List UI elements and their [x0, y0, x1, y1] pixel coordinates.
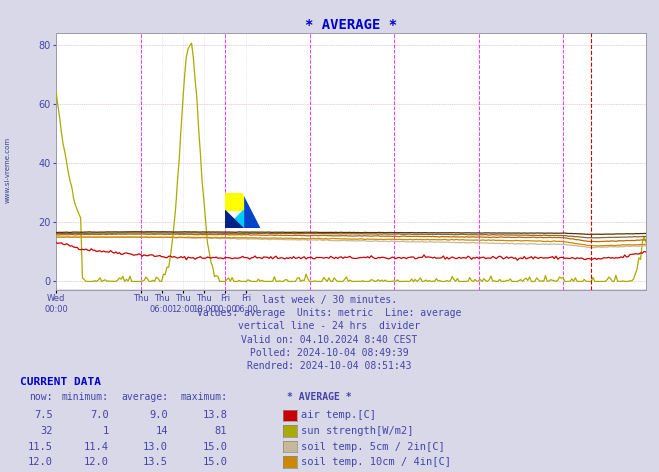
- Polygon shape: [225, 211, 243, 228]
- Text: 7.0: 7.0: [90, 410, 109, 421]
- Text: last week / 30 minutes.: last week / 30 minutes.: [262, 295, 397, 305]
- Text: maximum:: maximum:: [181, 392, 227, 402]
- Polygon shape: [243, 193, 261, 228]
- Text: 81: 81: [215, 426, 227, 436]
- Bar: [225, 193, 243, 211]
- Text: 13.0: 13.0: [143, 441, 168, 452]
- Text: 9.0: 9.0: [150, 410, 168, 421]
- Text: 14: 14: [156, 426, 168, 436]
- Text: 7.5: 7.5: [34, 410, 53, 421]
- Text: soil temp. 5cm / 2in[C]: soil temp. 5cm / 2in[C]: [301, 441, 445, 452]
- Bar: [243, 193, 261, 228]
- Title: * AVERAGE *: * AVERAGE *: [305, 18, 397, 32]
- Text: 32: 32: [40, 426, 53, 436]
- Text: 1: 1: [103, 426, 109, 436]
- Text: soil temp. 10cm / 4in[C]: soil temp. 10cm / 4in[C]: [301, 457, 451, 467]
- Text: www.si-vreme.com: www.si-vreme.com: [5, 137, 11, 203]
- Text: 13.5: 13.5: [143, 457, 168, 467]
- Text: average:: average:: [121, 392, 168, 402]
- Text: 11.4: 11.4: [84, 441, 109, 452]
- Text: Values: average  Units: metric  Line: average: Values: average Units: metric Line: aver…: [197, 308, 462, 318]
- Text: 15.0: 15.0: [202, 457, 227, 467]
- Text: now:: now:: [29, 392, 53, 402]
- Polygon shape: [225, 211, 243, 228]
- Text: 13.8: 13.8: [202, 410, 227, 421]
- Text: Valid on: 04.10.2024 8:40 CEST: Valid on: 04.10.2024 8:40 CEST: [241, 335, 418, 345]
- Text: sun strength[W/m2]: sun strength[W/m2]: [301, 426, 414, 436]
- Text: CURRENT DATA: CURRENT DATA: [20, 377, 101, 387]
- Text: vertical line - 24 hrs  divider: vertical line - 24 hrs divider: [239, 321, 420, 331]
- Text: 12.0: 12.0: [84, 457, 109, 467]
- Text: 11.5: 11.5: [28, 441, 53, 452]
- Text: Polled: 2024-10-04 08:49:39: Polled: 2024-10-04 08:49:39: [250, 348, 409, 358]
- Text: air temp.[C]: air temp.[C]: [301, 410, 376, 421]
- Text: * AVERAGE *: * AVERAGE *: [287, 392, 351, 402]
- Text: minimum:: minimum:: [62, 392, 109, 402]
- Text: 15.0: 15.0: [202, 441, 227, 452]
- Text: Rendred: 2024-10-04 08:51:43: Rendred: 2024-10-04 08:51:43: [247, 361, 412, 371]
- Text: 12.0: 12.0: [28, 457, 53, 467]
